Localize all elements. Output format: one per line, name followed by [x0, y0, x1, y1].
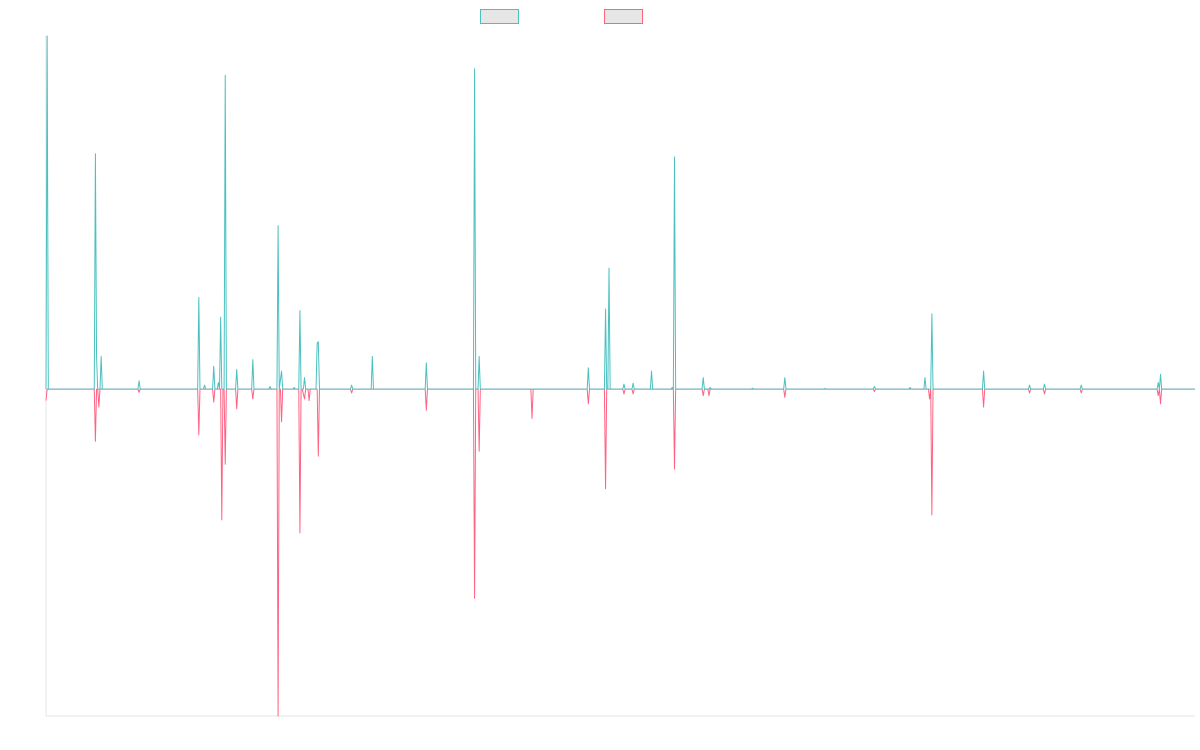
series-line-2: [45, 388, 1195, 717]
series-line-1: [45, 35, 1195, 390]
legend-swatch-series-1[interactable]: [480, 9, 519, 24]
legend-swatch-series-2[interactable]: [604, 9, 643, 24]
